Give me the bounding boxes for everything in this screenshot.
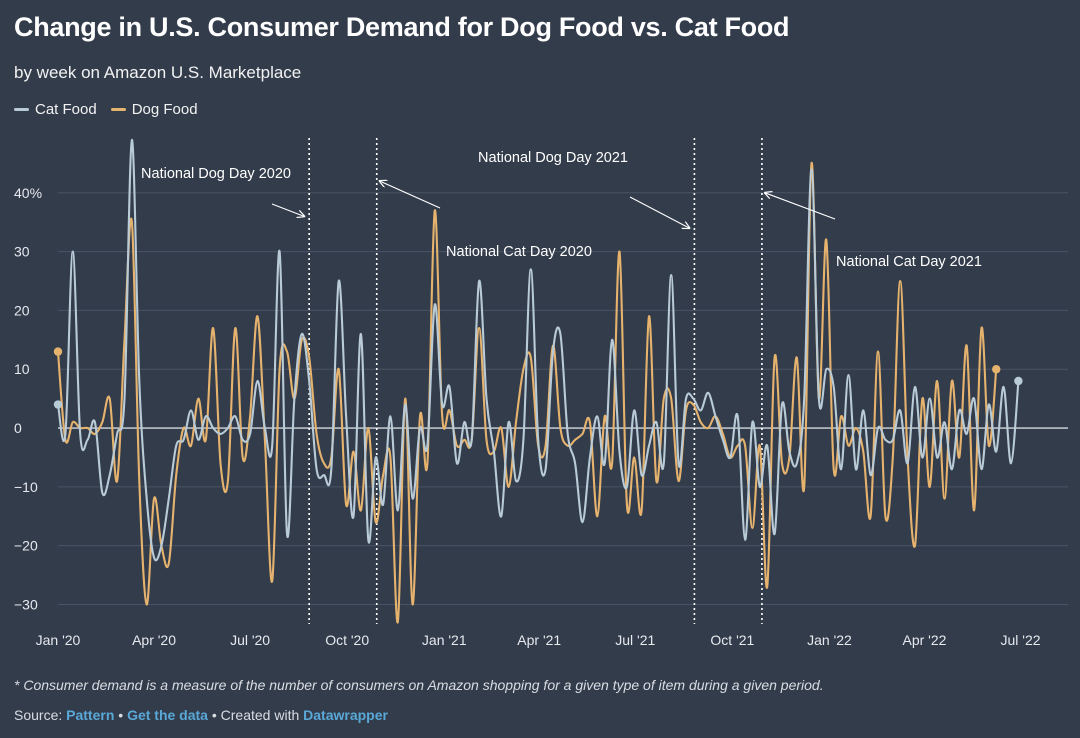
x-tick-label: Apr '21 <box>517 632 561 648</box>
event-annotation-arrow <box>765 193 836 220</box>
legend-swatch-dog <box>110 108 126 111</box>
y-tick-label: 10 <box>14 361 30 377</box>
y-tick-label: 20 <box>14 302 30 318</box>
series <box>53 138 1023 624</box>
y-tick-label: 40% <box>14 185 42 201</box>
y-tick-label: −10 <box>14 479 38 495</box>
y-tick-label: −20 <box>14 538 38 554</box>
legend-label-dog: Dog Food <box>131 101 198 118</box>
legend-swatch-cat <box>14 108 29 111</box>
series-start-point-dog <box>53 347 63 356</box>
y-tick-label: −30 <box>14 596 38 612</box>
x-tick-label: Jan '20 <box>36 632 81 648</box>
legend-label-cat: Cat Food <box>35 101 97 118</box>
x-tick-label: Jan '21 <box>422 632 467 648</box>
series-line-dog <box>56 162 998 624</box>
y-tick-label: 30 <box>14 244 30 260</box>
series-start-point-cat <box>53 400 63 409</box>
x-tick-label: Jul '22 <box>1000 632 1040 648</box>
source-prefix: Source: <box>14 707 63 723</box>
x-tick-label: Oct '20 <box>325 632 369 648</box>
x-tick-label: Jul '21 <box>615 632 655 648</box>
source-line: Source: Pattern • Get the data • Created… <box>14 707 388 723</box>
series-line-cat <box>56 138 1020 562</box>
created-with-text: • Created with <box>211 707 300 723</box>
chart-title: Change in U.S. Consumer Demand for Dog F… <box>14 12 790 42</box>
footnote: * Consumer demand is a measure of the nu… <box>14 677 824 693</box>
get-data-link[interactable]: Get the data <box>127 707 208 723</box>
x-tick-label: Jan '22 <box>807 632 852 648</box>
legend-item-cat: Cat Food <box>14 101 97 118</box>
datawrapper-link[interactable]: Datawrapper <box>303 707 388 723</box>
legend: Cat Food Dog Food <box>14 101 198 118</box>
x-tick-label: Apr '22 <box>903 632 947 648</box>
x-tick-label: Oct '21 <box>710 632 754 648</box>
axis-labels: −30 −20 −10 0 10 20 30 40% Jan '20 Apr '20 Jul '20… <box>14 185 1041 648</box>
event-lines <box>308 138 763 624</box>
x-tick-label: Jul '20 <box>230 632 270 648</box>
event-annotation-label: National Dog Day 2021 <box>478 150 628 166</box>
chart-subtitle: by week on Amazon U.S. Marketplace <box>14 63 302 82</box>
event-annotation-label: National Dog Day 2020 <box>141 166 291 182</box>
source-link[interactable]: Pattern <box>66 707 115 723</box>
annotations: National Dog Day 2020 National Cat Day 20… <box>141 150 982 270</box>
x-tick-label: Apr '20 <box>132 632 176 648</box>
event-annotation-arrow <box>629 196 689 228</box>
source-separator: • <box>118 707 124 723</box>
series-end-point-dog <box>992 365 1001 374</box>
event-annotation-arrow <box>380 181 441 209</box>
legend-item-dog: Dog Food <box>110 101 198 118</box>
event-annotation-label: National Cat Day 2020 <box>446 244 592 260</box>
y-tick-label: 0 <box>14 420 22 436</box>
event-annotation-label: National Cat Day 2021 <box>836 254 982 270</box>
event-annotation-arrow <box>271 203 304 216</box>
series-end-point-cat <box>1014 376 1023 386</box>
